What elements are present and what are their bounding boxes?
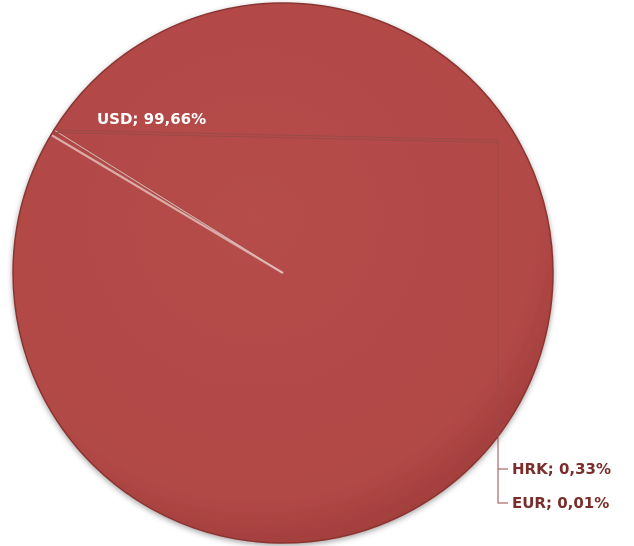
data-label-hrk: HRK; 0,33%	[512, 460, 611, 478]
slice-separators	[51, 129, 284, 274]
data-label-eur: EUR; 0,01%	[512, 494, 609, 512]
slice-separator	[51, 134, 284, 274]
leader-line-eur	[53, 129, 508, 504]
data-labels: USD; 99,66% HRK; 0,33% EUR; 0,01%	[97, 110, 611, 512]
leader-lines	[52, 129, 508, 504]
data-label-usd: USD; 99,66%	[97, 110, 206, 128]
